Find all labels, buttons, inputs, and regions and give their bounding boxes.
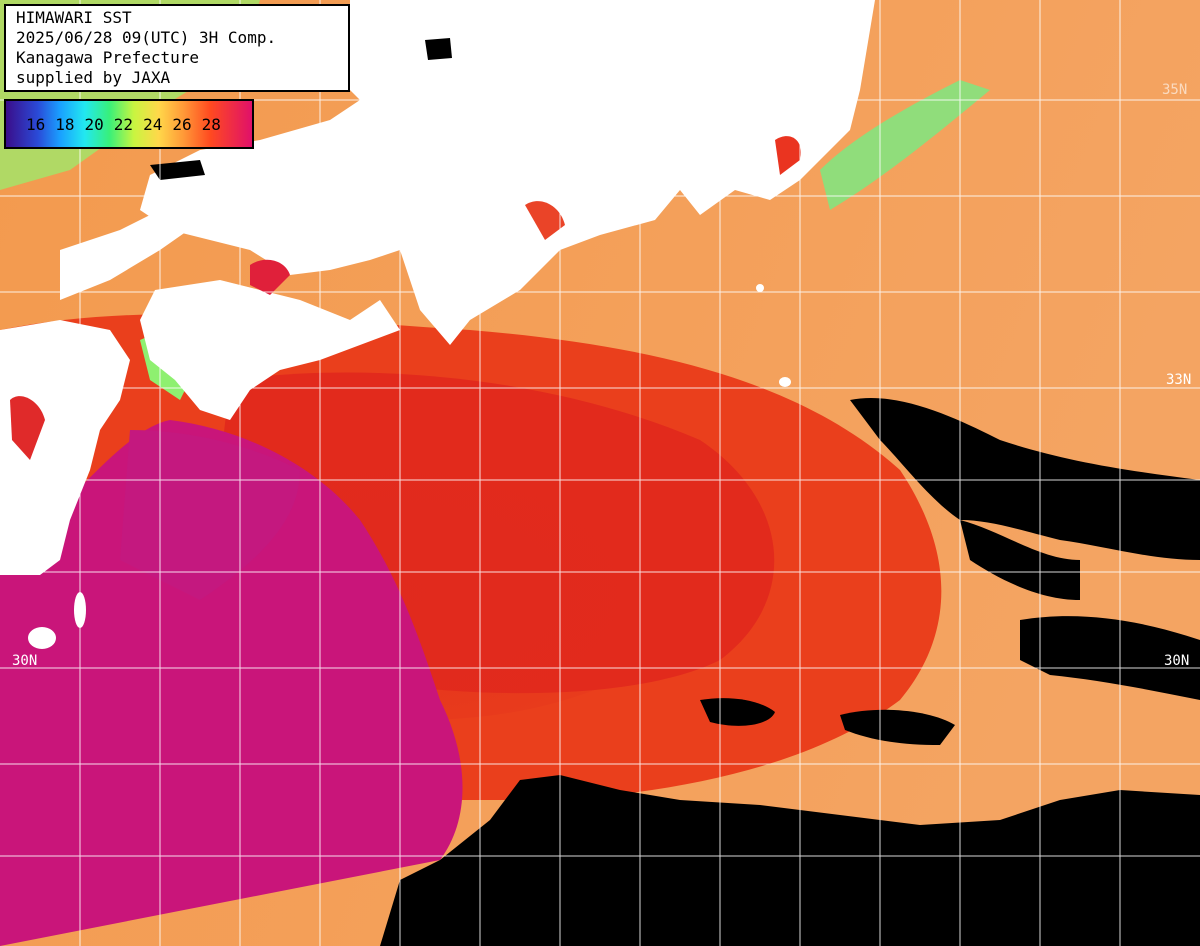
bay-warm-kyushu [10, 396, 45, 460]
sea-hot-area [0, 420, 463, 946]
legend-tick: 28 [201, 115, 221, 134]
lat-label-30-right: 30N [1164, 653, 1190, 669]
legend-tick: 20 [84, 115, 104, 134]
land-shikoku [140, 280, 400, 420]
lat-label-33-left: 33 [12, 372, 29, 388]
lat-label-30-left: 30N [12, 653, 38, 669]
legend-tick: 16 [26, 115, 46, 134]
cloud-east-2 [960, 520, 1080, 600]
land-kyushu [0, 320, 130, 575]
cloud-top [425, 38, 452, 60]
cloud-east [850, 398, 1200, 560]
cloud-east-3 [1020, 616, 1200, 700]
land-island-1 [779, 377, 791, 387]
legend-tick: 24 [143, 115, 163, 134]
map-title: HIMAWARI SST [16, 8, 132, 27]
land-honshu [140, 0, 875, 345]
lat-label-35-right: 35N [1162, 82, 1188, 98]
lon-label-top: 138E [472, 2, 488, 36]
temperature-legend: 16 18 20 22 24 26 28 [4, 99, 254, 149]
lat-label-33-right: 33N [1166, 372, 1192, 388]
legend-tick: 22 [113, 115, 134, 134]
map-timestamp: 2025/06/28 09(UTC) 3H Comp. [16, 28, 277, 47]
land-island-2 [756, 284, 764, 292]
map-info-box: HIMAWARI SST 2025/06/28 09(UTC) 3H Comp.… [4, 4, 350, 92]
cloud-south [380, 775, 1200, 946]
coast-green-east [820, 80, 990, 210]
cloud-blob [700, 698, 775, 726]
legend-tick: 18 [55, 115, 75, 134]
land-island-yakushima [28, 627, 56, 649]
sea-hot-area-2 [120, 430, 300, 600]
map-organization: Kanagawa Prefecture [16, 48, 200, 67]
legend-tick: 26 [172, 115, 192, 134]
bay-warm-1 [250, 259, 290, 295]
bay-warm-3 [775, 136, 801, 175]
cloud-mid [840, 709, 955, 745]
cloud-top-left [150, 160, 205, 180]
bay-warm-2 [525, 201, 565, 240]
map-credit: supplied by JAXA [16, 68, 171, 87]
legend-labels: 16 18 20 22 24 26 28 [26, 115, 221, 134]
